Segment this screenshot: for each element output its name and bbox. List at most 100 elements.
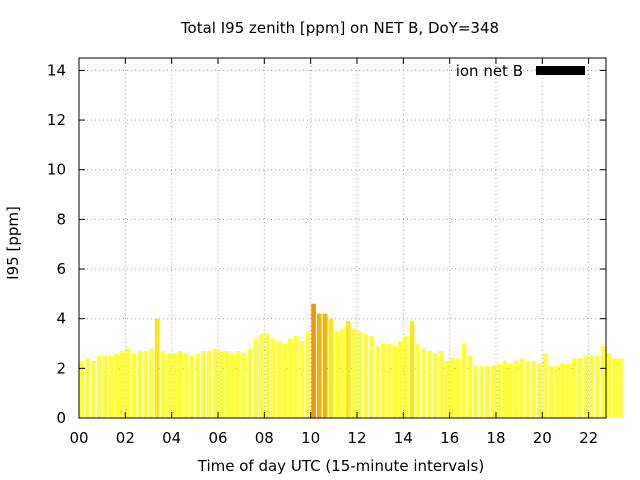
bar (392, 346, 397, 418)
bar (96, 355, 102, 418)
bar (270, 338, 276, 418)
bar (357, 331, 363, 418)
bar (195, 353, 201, 418)
bar (334, 331, 340, 418)
chart-title: Total I95 zenith [ppm] on NET B, DoY=348 (180, 19, 499, 37)
y-tick-label: 8 (56, 210, 66, 228)
x-tick-label: 02 (116, 429, 135, 447)
bar (299, 341, 305, 418)
bar (479, 365, 484, 418)
bar (322, 313, 328, 418)
bar (548, 365, 554, 418)
bar (259, 333, 264, 418)
bar (589, 355, 594, 418)
bar (577, 358, 583, 418)
bar (519, 358, 525, 418)
bar (293, 336, 299, 418)
bar (438, 350, 444, 418)
bar (108, 355, 114, 418)
bar (398, 341, 403, 418)
bar (542, 353, 548, 418)
bar (317, 313, 322, 418)
bar (206, 350, 212, 418)
bar (288, 338, 293, 418)
legend-swatch (536, 66, 585, 75)
bar (311, 303, 316, 418)
x-tick-label: 18 (486, 429, 505, 447)
bar (554, 365, 560, 418)
bar (513, 360, 519, 418)
bar (473, 365, 479, 418)
bar (467, 355, 473, 418)
bar (606, 353, 612, 418)
bar (114, 353, 119, 418)
bar (328, 318, 334, 418)
y-tick-label: 2 (56, 359, 66, 377)
x-tick-label: 10 (301, 429, 320, 447)
y-tick-label: 6 (56, 260, 66, 278)
bar (276, 341, 282, 418)
bar (125, 348, 131, 418)
bar (560, 363, 565, 418)
bar (461, 343, 467, 418)
bar (496, 363, 502, 418)
bar (363, 333, 368, 418)
bar (189, 355, 195, 418)
bar (594, 355, 600, 418)
bar (85, 358, 91, 418)
bar (618, 358, 623, 418)
bar (149, 348, 154, 418)
bar (432, 353, 438, 418)
bar (91, 360, 96, 418)
bar (137, 350, 143, 418)
bar (531, 360, 536, 418)
bar (201, 350, 206, 418)
x-tick-label: 06 (208, 429, 227, 447)
bar (421, 348, 426, 418)
bar (403, 336, 409, 418)
bar (450, 358, 455, 418)
y-axis-label: I95 [ppm] (4, 206, 22, 280)
bar (143, 350, 148, 418)
y-tick-label: 4 (56, 310, 66, 328)
bar (120, 350, 125, 418)
bar (235, 350, 241, 418)
bar (172, 353, 177, 418)
plot-frame (78, 57, 607, 419)
bar (218, 350, 224, 418)
bar (374, 346, 380, 418)
bar (525, 360, 531, 418)
legend-label: ion net B (456, 62, 523, 80)
bar (537, 363, 542, 418)
bar (102, 355, 108, 418)
bar (369, 336, 374, 418)
bar (583, 355, 589, 418)
bar (409, 321, 415, 418)
bar (247, 348, 253, 418)
bar (600, 346, 606, 418)
bar (178, 350, 183, 418)
bar (224, 350, 229, 418)
bar (444, 360, 450, 418)
x-tick-label: 20 (533, 429, 552, 447)
bar (415, 343, 421, 418)
x-tick-label: 16 (440, 429, 459, 447)
grid-lines (79, 58, 606, 418)
y-tick-label: 14 (47, 61, 66, 79)
x-tick-label: 22 (579, 429, 598, 447)
bar (484, 365, 490, 418)
bar (305, 331, 311, 418)
y-tick-label: 12 (47, 111, 66, 129)
bar (212, 348, 218, 418)
bar (340, 328, 345, 418)
x-tick-labels: 00 02 04 06 08 10 12 14 16 18 20 22 (69, 429, 598, 447)
bar (386, 343, 392, 418)
legend: ion net B (456, 62, 585, 80)
x-tick-label: 00 (69, 429, 88, 447)
bar (571, 358, 577, 418)
y-tick-label: 10 (47, 161, 66, 179)
x-tick-label: 08 (255, 429, 274, 447)
bar (154, 318, 160, 418)
bar (160, 350, 166, 418)
